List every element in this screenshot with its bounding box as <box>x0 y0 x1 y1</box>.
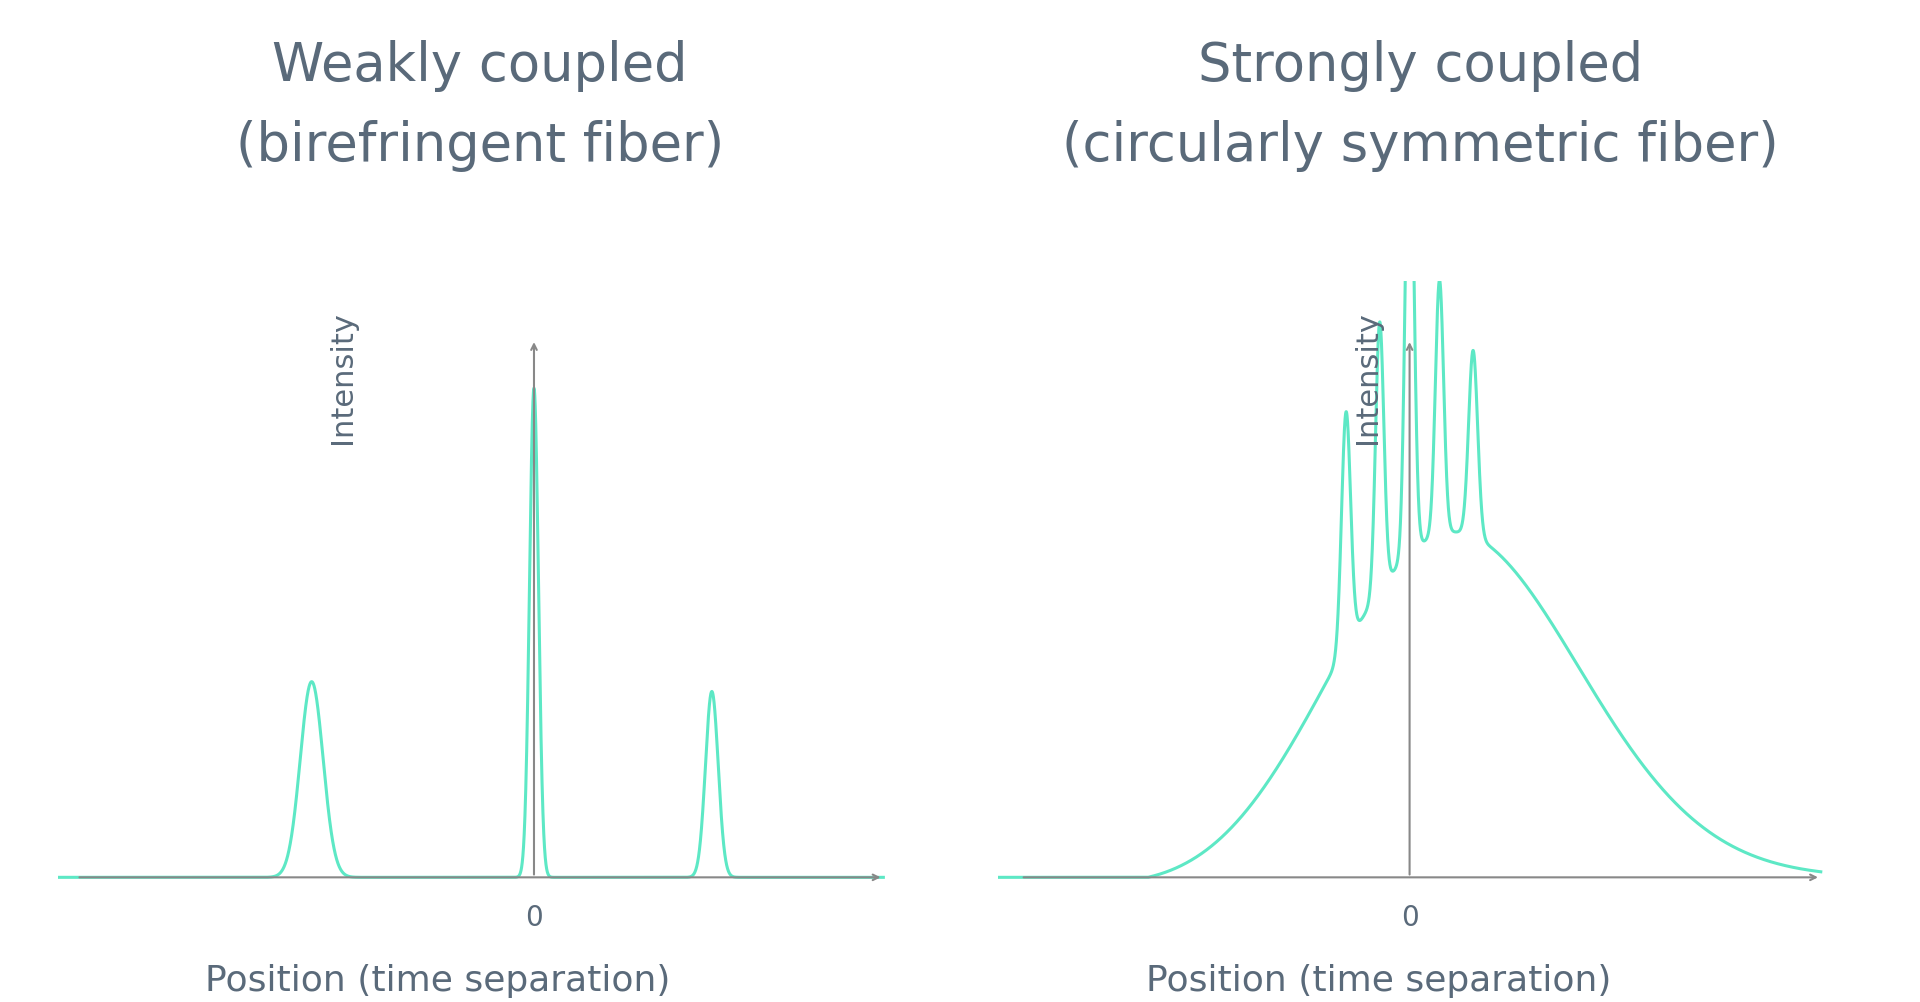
Text: Intensity: Intensity <box>328 312 357 445</box>
Text: 0: 0 <box>1402 904 1419 932</box>
Text: Position (time separation): Position (time separation) <box>1146 964 1611 998</box>
Text: Position (time separation): Position (time separation) <box>205 964 670 998</box>
Text: (circularly symmetric fiber): (circularly symmetric fiber) <box>1062 120 1780 172</box>
Text: Weakly coupled: Weakly coupled <box>273 40 687 92</box>
Text: 0: 0 <box>524 904 543 932</box>
Text: Strongly coupled: Strongly coupled <box>1198 40 1644 92</box>
Text: Intensity: Intensity <box>1354 312 1382 445</box>
Text: (birefringent fiber): (birefringent fiber) <box>236 120 724 172</box>
